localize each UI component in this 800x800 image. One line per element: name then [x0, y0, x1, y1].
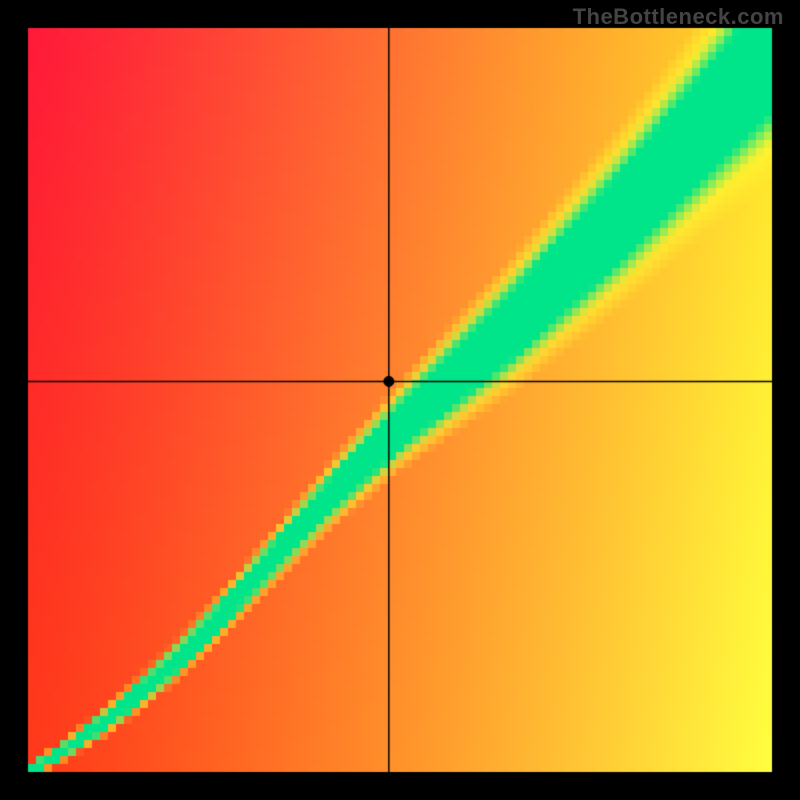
bottleneck-heatmap: TheBottleneck.com: [0, 0, 800, 800]
watermark: TheBottleneck.com: [573, 4, 784, 30]
heatmap-canvas: [0, 0, 800, 800]
